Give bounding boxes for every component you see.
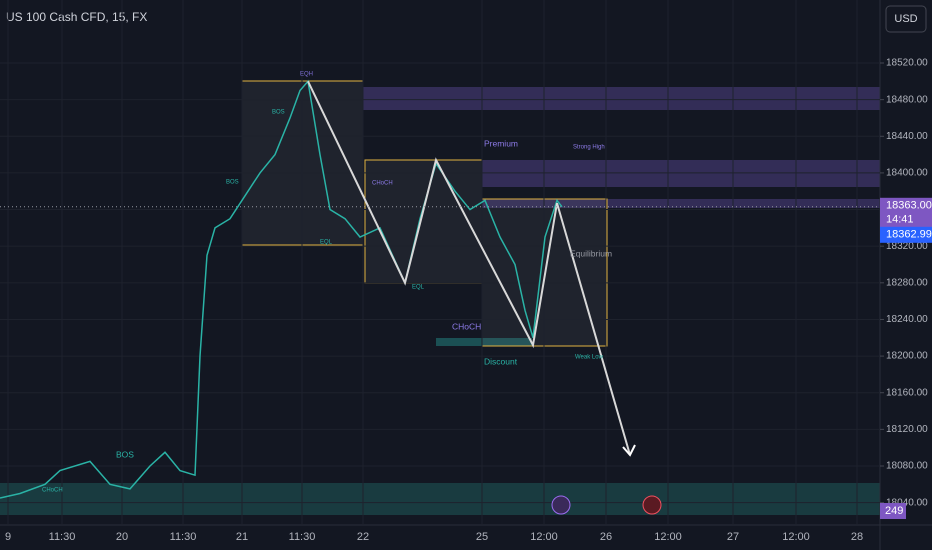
annotation: Equilibrium bbox=[570, 248, 612, 258]
currency-label: USD bbox=[894, 13, 917, 25]
x-tick-label: 22 bbox=[357, 531, 369, 543]
annotation: EQL bbox=[320, 240, 333, 246]
annotation: EQH bbox=[300, 72, 313, 78]
annotation: Strong High bbox=[573, 145, 605, 151]
annotation: BOS bbox=[272, 110, 285, 116]
event-icon[interactable] bbox=[551, 495, 571, 515]
demand-zone bbox=[436, 338, 532, 346]
arrow-head bbox=[622, 444, 636, 457]
y-tick-label: 18320.00 bbox=[886, 241, 928, 252]
liquidity-band bbox=[0, 483, 880, 515]
x-tick-label: 28 bbox=[851, 531, 863, 543]
volume-tag-label: 249 bbox=[885, 505, 903, 517]
annotation: CHoCH bbox=[372, 181, 393, 187]
y-tick-label: 18240.00 bbox=[886, 314, 928, 325]
x-tick-label: 26 bbox=[600, 531, 612, 543]
annotation: Discount bbox=[484, 356, 518, 366]
y-tick-label: 18520.00 bbox=[886, 58, 928, 69]
structure-box bbox=[364, 159, 483, 284]
annotation: BOS bbox=[226, 180, 239, 186]
y-tick-label: 18480.00 bbox=[886, 94, 928, 105]
annotation: Weak Low bbox=[575, 355, 604, 361]
y-tick-label: 18280.00 bbox=[886, 277, 928, 288]
annotation: BOS bbox=[116, 449, 134, 459]
zigzag-projection bbox=[307, 80, 631, 456]
x-tick-label: 11:30 bbox=[170, 531, 197, 543]
y-tick-label: 18120.00 bbox=[886, 424, 928, 435]
x-tick-label: 12:00 bbox=[654, 531, 682, 543]
x-tick-label: 9 bbox=[5, 531, 11, 543]
x-tick-label: 20 bbox=[116, 531, 128, 543]
y-tick-label: 18040.00 bbox=[886, 497, 928, 508]
y-tick-label: 18200.00 bbox=[886, 351, 928, 362]
y-tick-label: 18440.00 bbox=[886, 131, 928, 142]
y-tick-label: 18400.00 bbox=[886, 168, 928, 179]
bid-tag-label: 18362.99 bbox=[886, 229, 932, 241]
bid-tag bbox=[880, 226, 932, 243]
event-icon[interactable] bbox=[642, 495, 662, 515]
x-tick-label: 25 bbox=[476, 531, 488, 543]
x-tick-label: 12:00 bbox=[782, 531, 810, 543]
y-tick-label: 18160.00 bbox=[886, 387, 928, 398]
chart-title: US 100 Cash CFD, 15, FX bbox=[6, 10, 147, 24]
x-tick-label: 27 bbox=[727, 531, 739, 543]
supply-zone bbox=[482, 199, 880, 208]
x-tick-label: 12:00 bbox=[530, 531, 558, 543]
x-tick-label: 11:30 bbox=[289, 531, 316, 543]
x-tick-label: 11:30 bbox=[49, 531, 76, 543]
volume-tag bbox=[880, 503, 906, 519]
x-tick-label: 21 bbox=[236, 531, 248, 543]
price-tag-label: 18363.00 bbox=[886, 200, 932, 212]
y-tick-label: 18080.00 bbox=[886, 461, 928, 472]
countdown-label: 14:41 bbox=[886, 214, 914, 226]
price-line bbox=[0, 79, 563, 499]
supply-zone bbox=[363, 87, 880, 110]
currency-button[interactable] bbox=[885, 5, 927, 33]
annotation: CHoCH bbox=[42, 488, 63, 494]
annotation: EQL bbox=[412, 285, 425, 291]
annotation: CHoCH bbox=[452, 321, 481, 331]
price-tag bbox=[880, 197, 932, 228]
annotation: Premium bbox=[484, 138, 518, 148]
supply-zone bbox=[482, 160, 880, 187]
